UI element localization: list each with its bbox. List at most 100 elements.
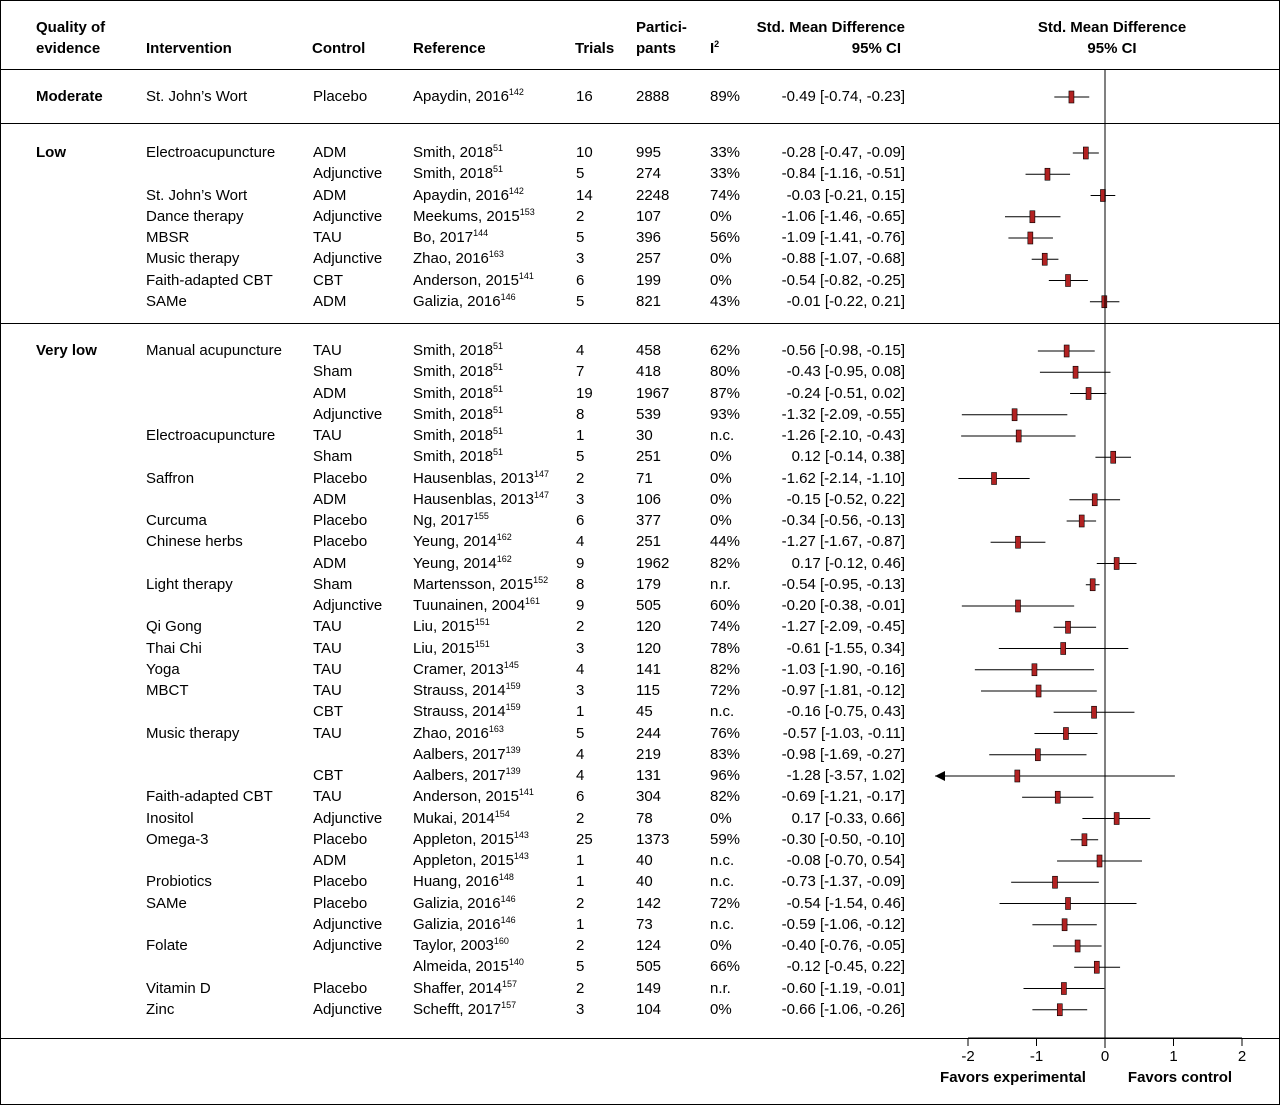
control-cell: Placebo — [313, 88, 368, 105]
reference-text: Shaffer, 2014 — [413, 979, 502, 997]
point-estimate — [1063, 344, 1070, 358]
reference-text: Appleton, 2015 — [413, 852, 514, 869]
point-estimate — [1061, 918, 1068, 932]
reference-text: Tuunainen, 2004 — [413, 597, 526, 614]
trials-cell: 4 — [576, 533, 585, 551]
reference-sup: 51 — [493, 447, 504, 458]
ci-cell: -0.73 [-1.37, -0.09] — [781, 873, 905, 891]
intervention-cell: St. John’s Wort — [146, 186, 248, 204]
participants-cell: 131 — [636, 767, 662, 784]
intervention-cell: Saffron — [146, 469, 195, 487]
trials-cell: 1 — [576, 852, 585, 869]
trials-cell: 5 — [576, 229, 585, 246]
reference-cell: Huang, 2016148 — [413, 873, 514, 891]
reference-sup: 159 — [505, 681, 521, 691]
point-estimate — [1061, 982, 1067, 995]
reference-cell: Smith, 201851 — [413, 427, 503, 445]
ci-cell: -0.60 [-1.19, -0.01] — [781, 979, 905, 997]
reference-sup: 157 — [501, 978, 517, 989]
reference-cell: Smith, 201851 — [413, 165, 503, 183]
trials-cell: 1 — [576, 427, 585, 444]
reference-text: Martensson, 2015 — [413, 575, 534, 593]
intervention-cell: Yoga — [146, 660, 180, 678]
reference-text: Strauss, 2014 — [413, 682, 506, 699]
ci-cell: -1.32 [-2.09, -0.55] — [781, 405, 905, 423]
point-estimate — [1091, 705, 1097, 719]
reference-text: Aalbers, 2017 — [413, 745, 506, 763]
participants-cell: 2248 — [636, 186, 670, 204]
intervention-cell: MBCT — [146, 682, 189, 699]
participants-cell: 505 — [636, 958, 662, 976]
i2-cell: 33% — [710, 165, 741, 183]
participants-cell: 106 — [636, 490, 662, 508]
ci-cell: 0.17 [-0.12, 0.46] — [791, 554, 905, 572]
reference-cell: Liu, 2015151 — [413, 639, 490, 657]
control-cell: Adjunctive — [313, 915, 383, 933]
reference-text: Taylor, 2003 — [413, 937, 494, 954]
reference-cell: Hausenblas, 2013147 — [413, 490, 549, 508]
x-tick-label: -1 — [1030, 1048, 1043, 1065]
participants-cell: 40 — [636, 852, 653, 869]
reference-text: Smith, 2018 — [413, 144, 494, 161]
participants-cell: 115 — [636, 682, 660, 699]
control-cell: ADM — [313, 144, 347, 161]
header-rule — [0, 69, 1280, 70]
trials-cell: 14 — [576, 186, 593, 204]
control-cell: Placebo — [313, 979, 368, 997]
participants-cell: 40 — [636, 873, 653, 891]
i2-cell: 0% — [710, 490, 732, 508]
reference-text: Apaydin, 2016 — [413, 88, 509, 105]
ci-cell: -0.34 [-0.56, -0.13] — [781, 512, 905, 529]
header-trials: Trials — [575, 40, 615, 57]
reference-sup: 151 — [474, 617, 490, 628]
participants-cell: 104 — [636, 1000, 662, 1018]
ci-cell: -0.16 [-0.75, 0.43] — [786, 703, 905, 721]
i2-cell: 56% — [710, 229, 741, 246]
header-plot-line1: Std. Mean Difference — [1037, 19, 1187, 36]
trials-cell: 1 — [576, 703, 585, 721]
ci-cell: -0.54 [-0.95, -0.13] — [781, 575, 905, 593]
control-cell: TAU — [313, 229, 342, 246]
participants-cell: 458 — [636, 342, 662, 359]
participants-cell: 251 — [636, 448, 662, 466]
reference-text: Mukai, 2014 — [413, 809, 495, 827]
reference-cell: Strauss, 2014159 — [413, 703, 521, 721]
ci-cell: -0.56 [-0.98, -0.15] — [781, 342, 905, 359]
reference-cell: Smith, 201851 — [413, 384, 503, 402]
trials-cell: 9 — [576, 554, 585, 572]
reference-sup: 51 — [493, 341, 504, 351]
participants-cell: 505 — [636, 597, 662, 614]
i2-cell: 72% — [710, 682, 741, 699]
header-participants-line1: Partici- — [636, 19, 687, 36]
i2-cell: 43% — [710, 292, 741, 310]
reference-cell: Schefft, 2017157 — [413, 1000, 516, 1018]
header-smd-line2: 95% CI — [851, 40, 901, 57]
trials-cell: 19 — [576, 384, 593, 402]
point-estimate — [1052, 875, 1058, 889]
control-cell: CBT — [313, 271, 343, 289]
x-tick-label: 2 — [1238, 1048, 1246, 1065]
header-quality-line1: Quality of — [36, 19, 106, 36]
control-cell: TAU — [313, 618, 342, 636]
reference-cell: Smith, 201851 — [413, 341, 504, 360]
participants-cell: 219 — [636, 745, 662, 763]
reference-sup: 51 — [493, 143, 504, 153]
trials-cell: 16 — [576, 88, 593, 105]
control-cell: CBT — [313, 703, 343, 721]
trials-cell: 9 — [576, 597, 585, 614]
point-estimate — [1091, 493, 1098, 507]
control-cell: Adjunctive — [313, 1000, 383, 1018]
participants-cell: 120 — [636, 639, 662, 657]
reference-text: Cramer, 2013 — [413, 660, 504, 678]
trials-cell: 5 — [576, 165, 585, 183]
participants-cell: 179 — [636, 575, 662, 593]
intervention-cell: Folate — [146, 937, 188, 954]
control-cell: Adjunctive — [313, 207, 383, 225]
group-rule-low — [0, 123, 1280, 124]
ci-cell: -0.69 [-1.21, -0.17] — [781, 788, 905, 806]
participants-cell: 396 — [636, 229, 662, 246]
participants-cell: 141 — [636, 660, 662, 678]
ci-cell: -0.66 [-1.06, -0.26] — [781, 1000, 905, 1018]
